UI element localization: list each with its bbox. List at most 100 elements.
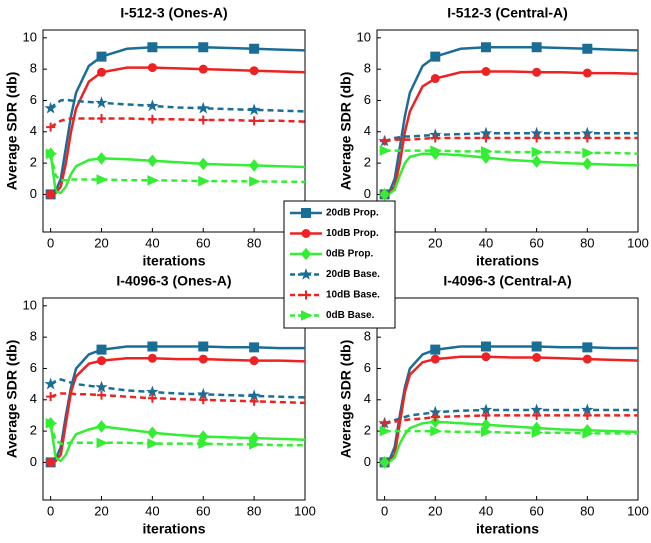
marker [582, 43, 593, 54]
marker [249, 66, 259, 76]
marker [249, 43, 260, 54]
marker [97, 356, 107, 366]
marker [249, 439, 261, 450]
y-tick-label: 8 [30, 61, 37, 76]
legend-label: 20dB Prop. [326, 208, 379, 219]
x-tick-label: 60 [196, 503, 210, 518]
marker [379, 145, 392, 156]
x-tick-label: 100 [627, 235, 649, 250]
marker [249, 176, 261, 187]
series-line [49, 98, 306, 113]
marker [582, 157, 593, 171]
marker [582, 354, 592, 364]
y-tick-label: 6 [364, 92, 371, 107]
y-tick-label: 2 [30, 423, 37, 438]
marker [198, 157, 209, 171]
y-tick-label: 6 [30, 92, 37, 107]
x-axis-label: iterations [142, 253, 205, 269]
series-line [384, 132, 638, 143]
series-line [384, 136, 638, 143]
x-tick-label: 80 [247, 235, 261, 250]
legend-marker [301, 310, 313, 321]
marker [430, 425, 443, 437]
plot-area [42, 29, 306, 233]
x-tick-label: 0 [381, 503, 388, 518]
plot-area [376, 297, 639, 501]
marker [249, 116, 259, 126]
chart-title: I-4096-3 (Ones-A) [116, 273, 231, 289]
series-line [384, 429, 638, 435]
marker [147, 438, 160, 449]
chart-title: I-512-3 (Ones-A) [120, 5, 227, 21]
y-tick-label: 4 [30, 391, 37, 406]
y-axis-label: Average SDR (db) [4, 340, 20, 459]
marker [147, 393, 157, 403]
y-tick-label: 10 [23, 297, 37, 312]
series-layer [383, 345, 639, 464]
x-tick-label: 100 [294, 503, 316, 518]
y-tick-label: 10 [357, 29, 371, 44]
x-tick-label: 20 [428, 503, 442, 518]
y-tick-label: 4 [30, 123, 37, 138]
y-tick-label: 8 [30, 329, 37, 344]
marker [379, 188, 390, 201]
marker [46, 189, 56, 199]
marker [582, 342, 593, 353]
marker [45, 417, 58, 429]
marker [532, 67, 542, 77]
marker [96, 152, 107, 165]
marker [198, 42, 209, 53]
marker [582, 147, 595, 159]
marker [430, 133, 440, 143]
series-line [50, 66, 306, 196]
marker [198, 341, 209, 352]
marker [248, 159, 260, 172]
marker [531, 146, 544, 158]
series-line [49, 422, 305, 447]
legend-label: 0dB Prop. [326, 249, 373, 260]
y-axis-label: Average SDR (db) [4, 72, 20, 191]
y-tick-label: 6 [30, 360, 37, 375]
y-tick-label: 2 [364, 155, 371, 170]
marker [430, 415, 441, 428]
marker [97, 67, 107, 77]
y-axis-label: Average SDR (db) [338, 340, 354, 459]
x-tick-label: 100 [627, 503, 649, 518]
x-tick-label: 20 [94, 503, 108, 518]
marker [147, 42, 158, 53]
marker [582, 68, 592, 78]
marker [147, 114, 157, 124]
marker [45, 148, 58, 159]
marker [480, 426, 493, 438]
marker [198, 175, 210, 187]
legend-label: 0dB Base. [326, 310, 375, 321]
legend-marker [299, 267, 313, 280]
y-axis-label: Average SDR (db) [338, 72, 354, 191]
x-tick-label: 80 [247, 503, 261, 518]
marker [197, 101, 210, 114]
y-tick-label: 0 [364, 186, 371, 201]
y-tick-label: 0 [30, 454, 37, 469]
marker [531, 427, 544, 438]
chart-title: I-512-3 (Central-A) [447, 5, 568, 21]
marker [249, 342, 260, 353]
marker [46, 457, 56, 467]
series-layer [383, 45, 639, 196]
x-axis-label: iterations [476, 253, 539, 269]
marker [430, 344, 441, 355]
series-line [384, 414, 638, 425]
marker [44, 101, 57, 114]
marker [380, 418, 390, 428]
series-line [49, 378, 306, 399]
series-line [50, 357, 306, 464]
x-tick-label: 60 [529, 235, 543, 250]
series-line [384, 355, 639, 464]
plot-area [376, 29, 639, 233]
marker [582, 133, 592, 143]
marker [481, 133, 491, 143]
x-tick-label: 80 [580, 503, 594, 518]
marker [532, 133, 542, 143]
x-tick-label: 60 [529, 503, 543, 518]
x-tick-label: 0 [47, 503, 54, 518]
marker [481, 410, 491, 420]
